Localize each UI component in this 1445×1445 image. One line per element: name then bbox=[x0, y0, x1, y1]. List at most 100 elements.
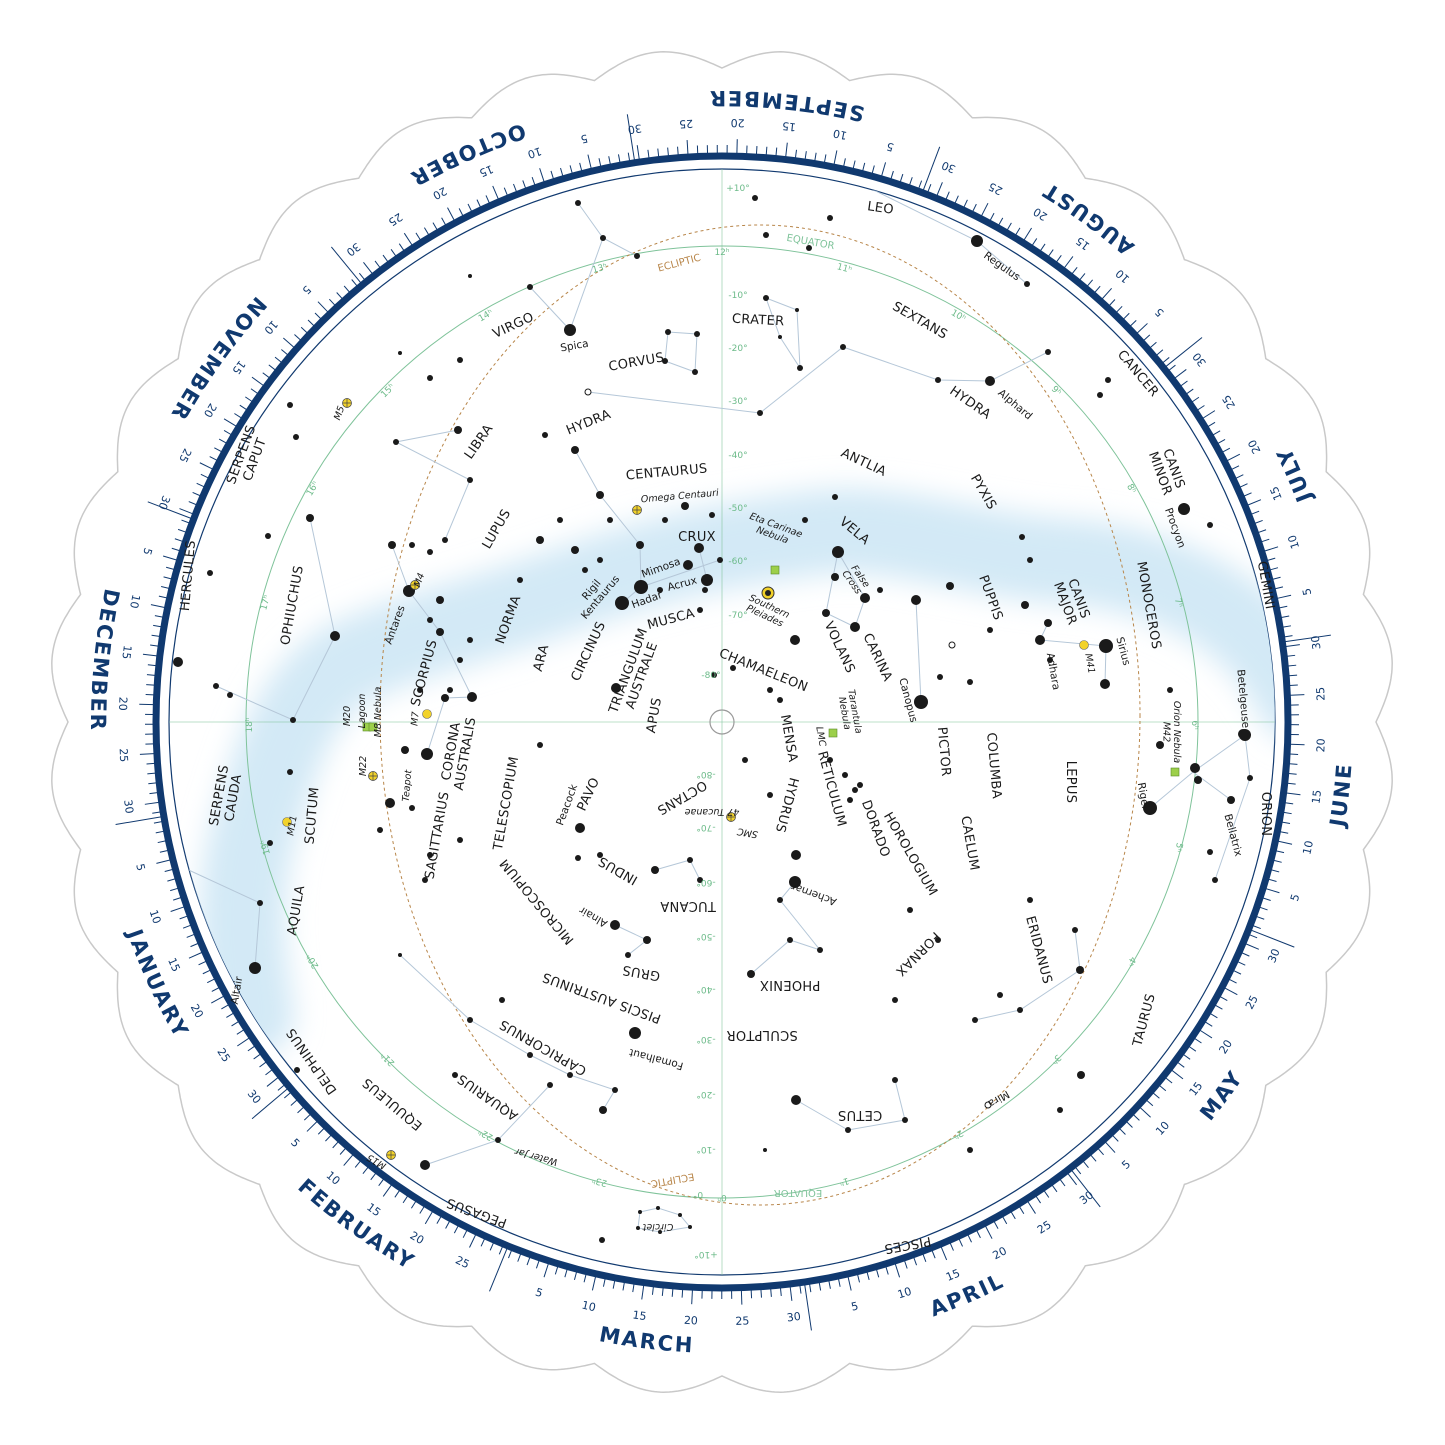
day-tick bbox=[150, 644, 159, 647]
day-tick bbox=[1231, 465, 1240, 470]
month-boundary-tick bbox=[251, 1088, 288, 1120]
star bbox=[1097, 392, 1103, 398]
star bbox=[427, 549, 433, 555]
deep-sky-label: M5 bbox=[332, 405, 347, 422]
day-tick bbox=[1023, 227, 1033, 241]
star bbox=[787, 937, 793, 943]
day-tick bbox=[328, 298, 336, 306]
day-tick bbox=[158, 595, 167, 599]
day-tick bbox=[661, 1287, 664, 1296]
variable-star bbox=[984, 1101, 992, 1109]
variable-star bbox=[584, 388, 592, 396]
star bbox=[636, 1226, 640, 1230]
day-tick bbox=[809, 1284, 812, 1293]
nebula-icon bbox=[770, 565, 780, 575]
star bbox=[935, 377, 941, 383]
day-tick bbox=[550, 170, 554, 179]
day-tick bbox=[1186, 388, 1194, 395]
star bbox=[911, 595, 921, 605]
day-tick bbox=[573, 1271, 577, 1280]
day-label: 5 bbox=[140, 546, 154, 556]
globular-cluster-icon bbox=[368, 771, 378, 781]
day-tick bbox=[671, 1288, 674, 1297]
day-tick bbox=[424, 1211, 433, 1225]
day-tick bbox=[513, 183, 517, 192]
star bbox=[985, 376, 995, 386]
day-tick bbox=[1143, 334, 1151, 341]
day-number: 30 bbox=[1265, 947, 1282, 965]
day-label: 30 bbox=[786, 1310, 801, 1325]
day-tick bbox=[370, 1173, 377, 1181]
day-tick bbox=[1251, 510, 1260, 515]
star bbox=[767, 792, 773, 798]
constellation-line bbox=[748, 169, 1028, 285]
day-tick bbox=[1224, 987, 1238, 996]
star bbox=[615, 596, 629, 610]
day-tick bbox=[1249, 934, 1258, 939]
constellation-label: HERCULES bbox=[178, 540, 199, 612]
star bbox=[427, 617, 433, 623]
day-tick bbox=[167, 878, 176, 882]
star bbox=[656, 1206, 660, 1210]
day-tick bbox=[239, 404, 247, 410]
day-number: 15 bbox=[1309, 789, 1324, 805]
day-tick bbox=[148, 782, 157, 785]
day-tick bbox=[627, 152, 631, 161]
day-tick bbox=[196, 482, 205, 488]
deep-sky-label: M8 Nebula bbox=[373, 686, 384, 737]
day-tick bbox=[1290, 743, 1305, 746]
day-tick bbox=[462, 1230, 468, 1238]
star bbox=[643, 936, 651, 944]
star bbox=[658, 1230, 662, 1234]
star bbox=[997, 992, 1003, 998]
month-boundary-tick bbox=[147, 501, 191, 519]
day-number: 20 bbox=[730, 116, 744, 129]
day-tick bbox=[436, 1216, 442, 1224]
day-tick bbox=[936, 182, 943, 196]
day-tick bbox=[963, 199, 968, 208]
day-label: 5 bbox=[885, 139, 895, 153]
day-tick bbox=[250, 388, 258, 394]
deep-sky-label: M11 bbox=[285, 815, 299, 837]
day-tick bbox=[918, 180, 923, 189]
star-label: Altair bbox=[229, 975, 246, 1005]
day-tick bbox=[1261, 538, 1270, 543]
star bbox=[638, 1210, 642, 1214]
day-tick bbox=[146, 674, 155, 676]
day-tick bbox=[343, 285, 350, 293]
day-label: 10 bbox=[147, 908, 164, 925]
day-tick bbox=[1043, 1190, 1050, 1198]
day-label: 10 bbox=[1300, 839, 1316, 855]
day-tick bbox=[1222, 447, 1231, 453]
day-tick bbox=[823, 154, 827, 163]
day-tick bbox=[281, 349, 288, 356]
day-tick bbox=[785, 142, 788, 157]
deep-sky-label: LMC bbox=[813, 726, 827, 748]
ra-hour-label: 17ʰ bbox=[259, 594, 273, 612]
star bbox=[914, 695, 928, 709]
star bbox=[547, 1082, 553, 1088]
day-tick bbox=[294, 334, 301, 341]
deep-sky-label-line: Orion Nebula bbox=[1171, 701, 1182, 764]
star bbox=[1247, 775, 1253, 781]
star bbox=[842, 772, 848, 778]
ra-hour-label: 19ʰ bbox=[259, 838, 273, 856]
day-tick bbox=[526, 1257, 531, 1266]
day-tick bbox=[1064, 256, 1074, 268]
day-tick bbox=[632, 1284, 635, 1293]
star bbox=[452, 1072, 458, 1078]
day-tick bbox=[1010, 1211, 1016, 1220]
star bbox=[436, 628, 444, 636]
day-tick bbox=[265, 1069, 273, 1076]
day-number: 15 bbox=[477, 162, 495, 179]
day-tick bbox=[182, 924, 191, 929]
celestial-equator bbox=[245, 245, 1199, 1199]
day-tick bbox=[300, 326, 308, 334]
day-tick bbox=[170, 906, 185, 912]
star bbox=[294, 1067, 300, 1073]
day-number: 20 bbox=[431, 184, 449, 202]
star bbox=[651, 866, 659, 874]
month-boundary-tick bbox=[330, 246, 361, 283]
day-tick bbox=[339, 1148, 346, 1155]
star bbox=[527, 284, 533, 290]
